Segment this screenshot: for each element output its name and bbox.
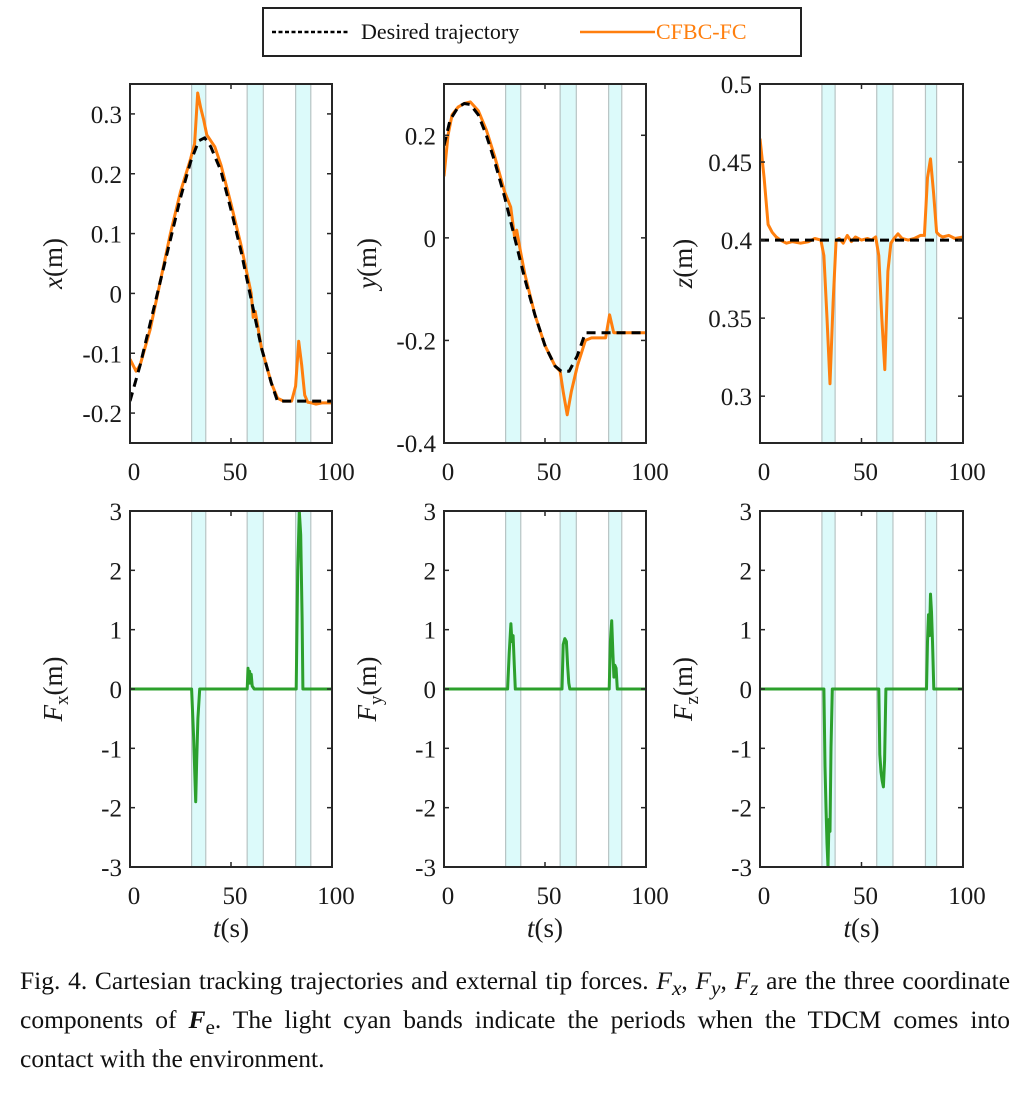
contact-band — [924, 83, 938, 444]
y-tick-label: -3 — [415, 855, 436, 882]
caption-fe: Fe — [188, 1005, 215, 1040]
caption-suffix: . The light cyan bands indicate the peri… — [20, 1005, 1010, 1074]
y-axis-label: z(m) — [668, 239, 698, 290]
y-axis-label: Fy(m) — [352, 657, 387, 723]
legend: Desired trajectory CFBC-FC — [262, 7, 802, 57]
cfbc-fc-line — [130, 91, 332, 406]
y-tick-label: 2 — [110, 558, 123, 585]
y-tick-label: -0.2 — [396, 328, 436, 355]
y-axis-label: x(m) — [38, 238, 68, 290]
x-axis-label: t(s) — [843, 913, 879, 943]
x-tick-label: 0 — [758, 459, 771, 486]
caption-mid: are the three coordinate components of — [20, 966, 1011, 1035]
y-tick-label: 0.2 — [405, 123, 436, 150]
series-group — [760, 138, 963, 386]
y-tick-label: 0.5 — [721, 72, 752, 99]
y-axis-label: Fx(m) — [38, 657, 73, 723]
x-tick-label: 0 — [442, 883, 455, 910]
x-tick-label: 50 — [223, 883, 248, 910]
y-tick-label: 0.45 — [708, 150, 752, 177]
x-tick-label: 50 — [223, 459, 248, 486]
y-tick-label: -0.4 — [396, 431, 436, 458]
x-tick-label: 50 — [853, 459, 878, 486]
y-tick-label: 2 — [424, 558, 437, 585]
y-tick-label: -3 — [731, 855, 752, 882]
y-tick-label: 3 — [110, 499, 123, 526]
x-tick-label: 100 — [631, 459, 669, 486]
x-tick-label: 50 — [853, 883, 878, 910]
y-tick-label: 0.4 — [721, 228, 753, 255]
x-tick-label: 100 — [317, 459, 355, 486]
cfbc-fc-line — [760, 138, 963, 386]
legend-box — [262, 7, 802, 57]
y-tick-label: 0.1 — [91, 222, 122, 249]
series-group — [444, 619, 646, 691]
y-axis-label: y(m) — [352, 238, 382, 292]
contact-band — [608, 83, 623, 444]
x-tick-label: 50 — [537, 459, 562, 486]
x-tick-label: 0 — [128, 883, 141, 910]
x-tick-label: 0 — [442, 459, 455, 486]
subplot-x-position: 0 50 100 -0.2 -0.1 0 0.1 0.2 0.3 x(m) — [38, 83, 355, 486]
series-group — [444, 100, 646, 417]
x-tick-label: 0 — [758, 883, 771, 910]
figure: Desired trajectory CFBC-FC 0 50 100-0.2-0.… — [38, 7, 986, 943]
y-axis-label: Fz(m) — [668, 657, 703, 722]
caption-fx: Fx — [656, 966, 682, 1001]
x-tick-label: 50 — [537, 883, 562, 910]
x-tick-label: 100 — [948, 459, 986, 486]
y-tick-label: -3 — [101, 855, 122, 882]
legend-label-desired: Desired trajectory — [361, 19, 519, 44]
y-tick-label: 1 — [424, 618, 437, 645]
series-group — [130, 91, 332, 406]
x-tick-label: 100 — [631, 883, 669, 910]
contact-band — [505, 83, 522, 444]
y-tick-label: -0.2 — [82, 401, 122, 428]
y-tick-label: 0 — [424, 226, 437, 253]
y-tick-label: 3 — [424, 499, 437, 526]
force-line — [130, 511, 332, 804]
y-tick-label: 0 — [424, 677, 437, 704]
y-tick-label: -1 — [415, 736, 436, 763]
y-tick-label: 0.3 — [721, 384, 752, 411]
y-tick-label: 0.35 — [708, 306, 752, 333]
y-tick-label: 0.2 — [91, 162, 122, 189]
series-group — [130, 511, 332, 804]
force-line — [444, 619, 646, 691]
y-tick-label: -1 — [101, 736, 122, 763]
y-tick-label: 2 — [740, 558, 753, 585]
subplot-y-position: 0 50 100 -0.4 -0.2 0 0.2 y(m) — [352, 83, 669, 486]
force-line — [760, 592, 963, 867]
subplot-force-z: 0 50 100 -3 -2 -1 0 1 2 3 Fz(m) t(s) — [668, 499, 986, 943]
series-group — [760, 592, 963, 867]
y-tick-label: 0 — [110, 281, 123, 308]
y-tick-label: 0 — [110, 677, 123, 704]
x-tick-label: 100 — [948, 883, 986, 910]
caption-fy: Fy — [695, 966, 721, 1001]
desired-trajectory-line — [444, 102, 646, 373]
x-axis-label: t(s) — [527, 913, 563, 943]
y-tick-label: -2 — [731, 796, 752, 823]
legend-label-cfbc-fc: CFBC-FC — [656, 19, 747, 44]
y-tick-label: 3 — [740, 499, 753, 526]
y-tick-label: 1 — [740, 618, 753, 645]
y-tick-label: -2 — [101, 796, 122, 823]
subplot-force-y: 0 50 100 -3 -2 -1 0 1 2 3 Fy(m) t(s) — [352, 499, 669, 943]
y-tick-label: 0.3 — [91, 102, 122, 129]
y-tick-label: 1 — [110, 618, 123, 645]
y-tick-label: -1 — [731, 736, 752, 763]
contact-band — [246, 83, 264, 444]
caption-fz: Fz — [734, 966, 759, 1001]
x-tick-label: 100 — [317, 883, 355, 910]
x-tick-label: 0 — [128, 459, 141, 486]
y-tick-label: -0.1 — [82, 341, 122, 368]
desired-trajectory-line — [130, 136, 332, 403]
figure-caption: Fig. 4. Cartesian tracking trajectories … — [20, 966, 1011, 1074]
x-axis-label: t(s) — [213, 913, 249, 943]
y-tick-label: -2 — [415, 796, 436, 823]
y-tick-label: 0 — [740, 677, 753, 704]
caption-prefix: Fig. 4. Cartesian tracking trajectories … — [20, 966, 649, 995]
subplot-force-x: 0 50 100 -3 -2 -1 0 1 2 3 Fx(m) t(s) — [38, 499, 355, 943]
subplot-z-position: 0 50 100 0.3 0.35 0.4 0.45 0.5 z(m) — [668, 72, 986, 486]
